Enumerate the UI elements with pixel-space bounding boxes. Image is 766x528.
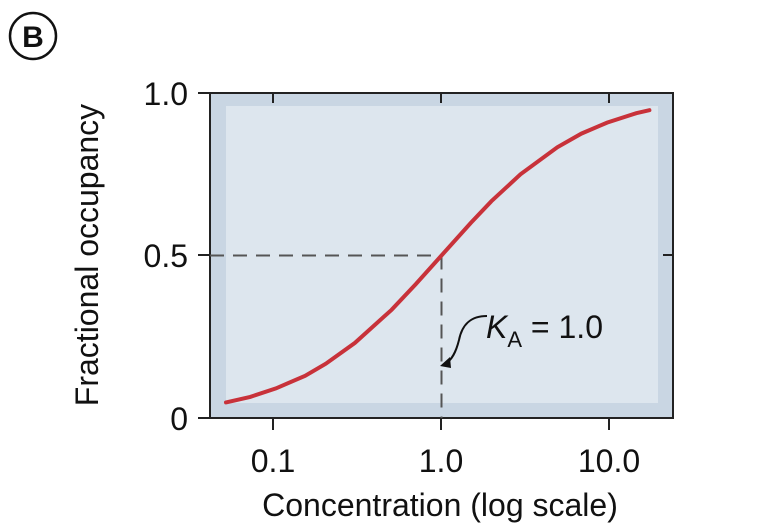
annotation-ka: KA = 1.0 — [486, 309, 603, 352]
panel-label-text: B — [22, 21, 44, 54]
annotation-subscript: A — [507, 327, 522, 352]
x-tick-label-1: 1.0 — [419, 443, 463, 479]
arrowhead-icon — [440, 357, 451, 368]
x-tick-label-01: 0.1 — [251, 443, 295, 479]
annotation-value: = 1.0 — [522, 309, 603, 345]
annotation-arrow — [440, 315, 488, 368]
ticks — [198, 92, 673, 430]
y-axis-title: Fractional occupancy — [69, 104, 105, 406]
panel-label: B — [8, 11, 58, 61]
x-tick-label-10: 10.0 — [578, 443, 640, 479]
occupancy-curve — [224, 108, 652, 405]
y-tick-label-05: 0.5 — [144, 238, 188, 274]
annotation-symbol: K — [486, 309, 509, 345]
y-tick-label-1: 1.0 — [144, 76, 188, 112]
x-axis-title: Concentration (log scale) — [262, 487, 618, 523]
y-tick-label-0: 0 — [170, 401, 188, 437]
